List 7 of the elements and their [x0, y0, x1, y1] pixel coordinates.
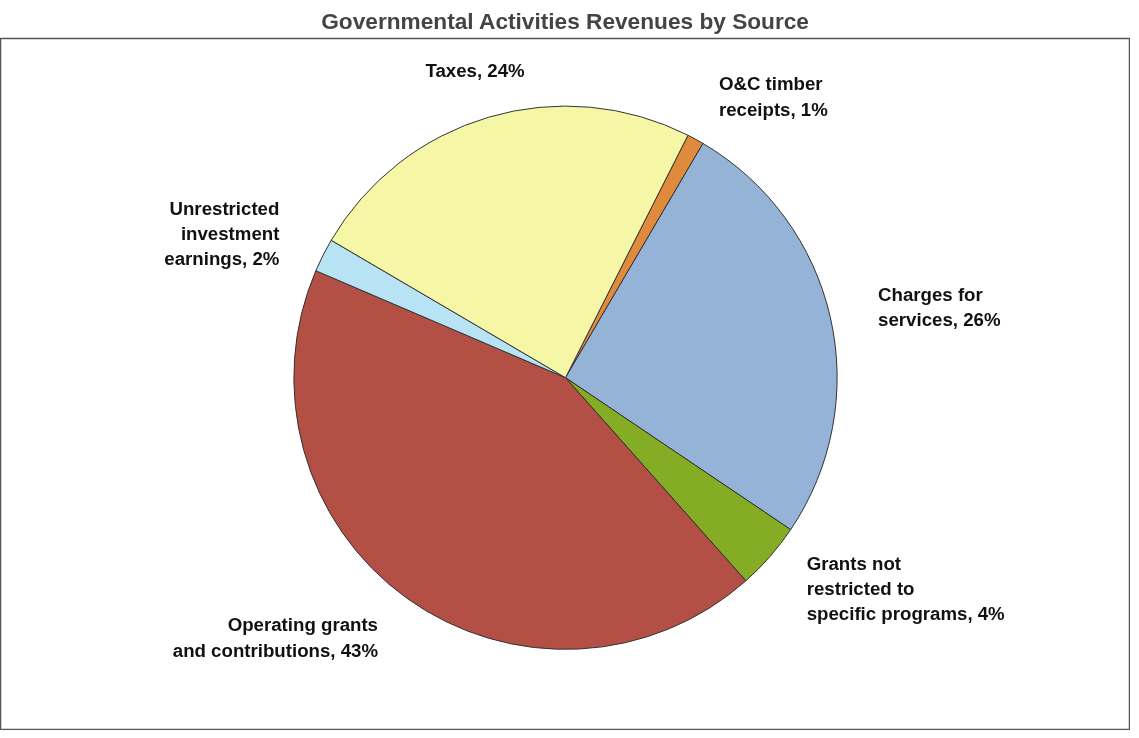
- slice-label: Grants not restricted to specific programs, 4%: [806, 552, 1006, 625]
- slice-label: O&C timber receipts, 1%: [718, 73, 829, 120]
- slice-label: Taxes, 24%: [425, 60, 526, 82]
- slice-label: Operating grants and contributions, 43%: [172, 614, 379, 661]
- slice-label: Charges for services, 26%: [878, 283, 1001, 330]
- chart-title: Governmental Activities Revenues by Source: [321, 7, 809, 34]
- slice-label: Unrestricted investment earnings, 2%: [164, 197, 280, 270]
